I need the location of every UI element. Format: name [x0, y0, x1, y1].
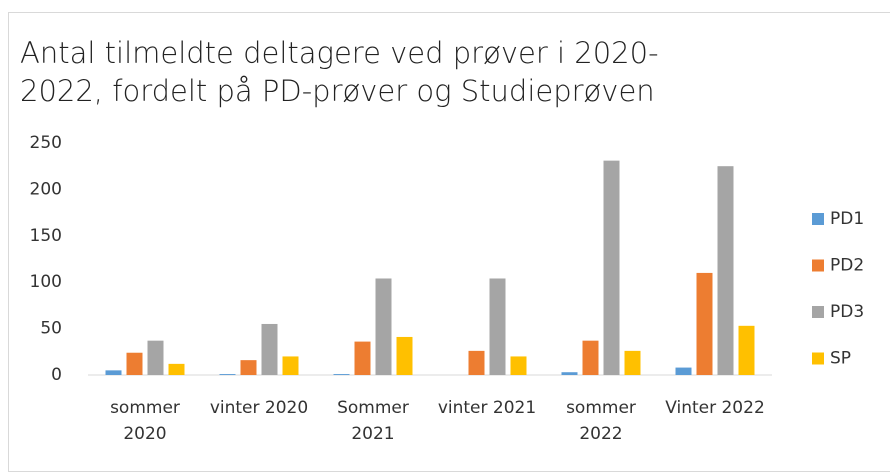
bar: [738, 325, 755, 375]
bar: [675, 367, 692, 375]
bar: [219, 374, 236, 375]
bar: [168, 363, 185, 375]
y-tick-label: 50: [40, 319, 62, 339]
y-tick-label: 100: [30, 272, 62, 292]
x-tick-label: Vinter 2022: [665, 398, 765, 418]
bar: [510, 356, 527, 375]
legend-label: SP: [830, 349, 851, 369]
x-tick-label: vinter 2020: [209, 398, 309, 418]
bar: [603, 160, 620, 375]
bar: [396, 336, 413, 375]
x-tick-label: sommer 2020: [110, 398, 180, 444]
bar: [468, 350, 485, 375]
bar: [354, 341, 371, 375]
bar: [147, 340, 164, 375]
legend-label: PD3: [830, 302, 864, 322]
bar: [105, 370, 122, 375]
bar: [717, 166, 734, 375]
bar: [126, 352, 143, 375]
bar: [240, 360, 257, 375]
bar: [282, 356, 299, 375]
bar: [696, 272, 713, 375]
chart-title: Antal tilmeldte deltagere ved prøver i 2…: [20, 36, 659, 108]
x-tick-label: Sommer 2021: [337, 398, 409, 444]
page: Antal tilmeldte deltagere ved prøver i 2…: [8, 12, 890, 472]
chart: 0 50 100 150 200 250 PD1 PD2 PD3 SP: [30, 133, 865, 385]
bar: [561, 372, 578, 375]
bar: [624, 350, 641, 375]
y-tick-label: 250: [30, 133, 62, 153]
x-tick-label: vinter 2021: [437, 398, 537, 418]
legend-swatch: [812, 352, 824, 365]
legend-swatch: [812, 259, 824, 272]
bar: [375, 278, 392, 375]
legend-label: PD1: [830, 209, 864, 229]
bar: [261, 323, 278, 375]
x-tick-label: sommer 2022: [566, 398, 636, 444]
y-tick-label: 150: [30, 226, 62, 246]
bar: [489, 278, 506, 375]
y-tick-label: 200: [30, 179, 62, 199]
legend-label: PD2: [830, 256, 864, 276]
legend-swatch: [812, 306, 824, 318]
bar: [582, 340, 599, 375]
y-tick-label: 0: [51, 365, 62, 385]
legend-swatch: [812, 213, 824, 225]
bar: [333, 374, 350, 375]
